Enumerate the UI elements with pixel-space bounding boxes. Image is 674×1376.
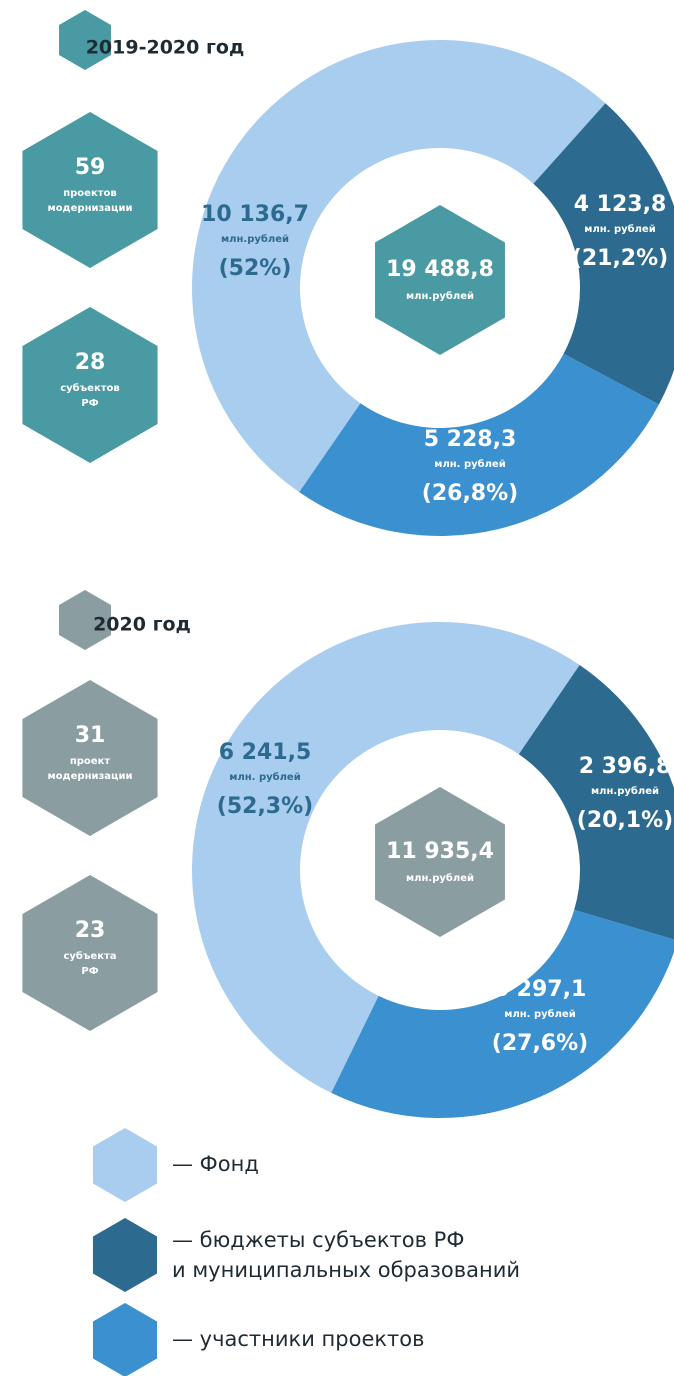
amount-label: 6 241,5 [219, 740, 312, 765]
donut-slice [533, 103, 674, 405]
stat-value: 31 [75, 723, 106, 748]
stat-value: 28 [75, 350, 106, 375]
stat-label: модернизации [48, 203, 133, 214]
stat-label: РФ [81, 398, 98, 409]
chart-title: 2020 год [93, 614, 191, 636]
donut-slice [191, 39, 606, 493]
amount-label: 4 123,8 [574, 192, 667, 217]
percent-label: (20,1%) [577, 808, 673, 833]
stat-label: субъекта [63, 950, 116, 962]
total-label: 19 488,8 [386, 257, 494, 282]
center-hex [375, 787, 505, 937]
legend-label: и муниципальных образований [172, 1258, 520, 1282]
unit-label: млн. рублей [434, 458, 505, 470]
stat-value: 59 [75, 155, 106, 180]
percent-label: (26,8%) [422, 481, 518, 506]
legend-label: — Фонд [172, 1152, 259, 1176]
year-hex [59, 10, 111, 70]
stat-label: модернизации [48, 771, 133, 782]
donut-slice [191, 621, 580, 1093]
donut-slice [299, 353, 659, 536]
stat-label: проект [70, 756, 111, 767]
stat-value: 23 [75, 918, 106, 943]
donut-slice [518, 665, 674, 940]
unit-label: млн.рублей [221, 233, 289, 245]
unit-label: млн. рублей [229, 771, 300, 783]
amount-label: 3 297,1 [494, 977, 587, 1002]
unit-label: млн. рублей [584, 223, 655, 235]
stat-hex [22, 680, 158, 836]
percent-label: (52%) [219, 256, 292, 281]
stat-label: проектов [63, 188, 117, 199]
amount-label: 5 228,3 [424, 427, 517, 452]
donut-slice [331, 909, 674, 1118]
legend-swatch [92, 1218, 158, 1292]
stat-label: РФ [81, 966, 98, 977]
percent-label: (21,2%) [572, 246, 668, 271]
stat-hex [22, 112, 158, 268]
stat-hex [22, 875, 158, 1031]
stat-hex [22, 307, 158, 463]
center-hex [375, 205, 505, 355]
percent-label: (52,3%) [217, 794, 313, 819]
unit-label: млн. рублей [504, 1008, 575, 1020]
total-unit: млн.рублей [406, 290, 474, 302]
amount-label: 10 136,7 [201, 202, 309, 227]
legend-label: — участники проектов [172, 1327, 425, 1351]
total-unit: млн.рублей [406, 872, 474, 884]
stat-label: субъектов [60, 382, 120, 394]
unit-label: млн.рублей [591, 785, 659, 797]
legend-swatch [92, 1128, 158, 1202]
percent-label: (27,6%) [492, 1031, 588, 1056]
amount-label: 2 396,8 [579, 754, 672, 779]
legend-swatch [92, 1303, 158, 1376]
year-hex [59, 590, 111, 650]
legend-label: — бюджеты субъектов РФ [172, 1228, 464, 1252]
chart-title: 2019-2020 год [86, 37, 245, 59]
total-label: 11 935,4 [386, 839, 494, 864]
